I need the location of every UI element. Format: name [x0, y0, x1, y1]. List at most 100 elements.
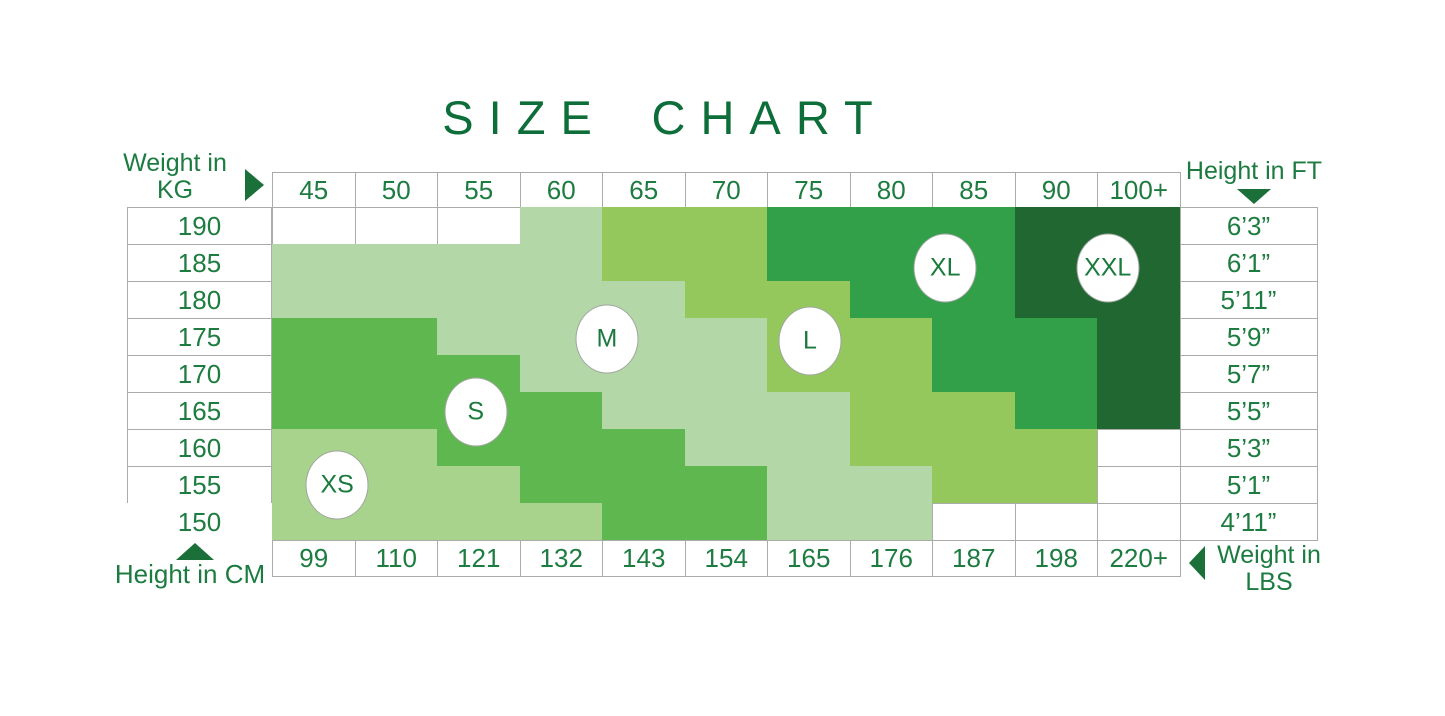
- size-cell: [1097, 503, 1181, 541]
- size-cell: [849, 355, 933, 393]
- size-cell: [602, 207, 686, 245]
- size-cell: [354, 429, 438, 467]
- axis-label-weight-kg: Weight in KG: [113, 150, 237, 204]
- arrow-up-icon: [176, 543, 214, 560]
- size-cell: [437, 503, 521, 541]
- size-cell: [1014, 503, 1098, 541]
- height-ft-cell: 5’11”: [1179, 281, 1318, 319]
- size-cell: [437, 207, 521, 245]
- size-cell: [519, 429, 603, 467]
- height-ft-cell: 5’3”: [1179, 429, 1318, 467]
- size-cell: [767, 429, 851, 467]
- height-cm-cell: 180: [127, 281, 272, 319]
- kg-header-cell: 90: [1014, 172, 1098, 208]
- kg-header-cell: 50: [354, 172, 438, 208]
- axis-label-weight-kg-line2: KG: [156, 176, 194, 204]
- size-marker-m: M: [575, 304, 639, 374]
- size-cell: [684, 207, 768, 245]
- size-cell: [272, 355, 356, 393]
- size-marker-l: L: [778, 306, 842, 376]
- lbs-footer-cell: 220+: [1097, 540, 1181, 577]
- axis-label-weight-lbs-line1: Weight in: [1217, 541, 1321, 569]
- size-cell: [272, 318, 356, 356]
- kg-header-cell: 80: [849, 172, 933, 208]
- size-cell: [1097, 355, 1181, 393]
- size-marker-xl: XL: [913, 233, 977, 303]
- size-cell: [1014, 318, 1098, 356]
- height-ft-cell: 4’11”: [1179, 503, 1318, 541]
- kg-header-cell: 45: [272, 172, 356, 208]
- size-cell: [849, 466, 933, 504]
- size-cell: [272, 392, 356, 430]
- size-cell: [354, 207, 438, 245]
- size-cell: [849, 318, 933, 356]
- size-cell: [602, 466, 686, 504]
- height-ft-cell: 6’1”: [1179, 244, 1318, 282]
- axis-label-weight-lbs: Weight in LBS: [1206, 542, 1332, 596]
- kg-header-cell: 75: [767, 172, 851, 208]
- size-cell: [437, 466, 521, 504]
- size-cell: [684, 466, 768, 504]
- page-title: SIZE CHART: [442, 91, 888, 144]
- size-cell: [849, 207, 933, 245]
- size-cell: [1014, 466, 1098, 504]
- lbs-footer-cell: 176: [849, 540, 933, 577]
- kg-header-cell: 100+: [1097, 172, 1181, 208]
- lbs-footer-cell: 165: [767, 540, 851, 577]
- size-cell: [684, 281, 768, 319]
- size-marker-xxl: XXL: [1076, 233, 1140, 303]
- height-cm-cell: 175: [127, 318, 272, 356]
- size-cell: [1097, 392, 1181, 430]
- size-cell: [932, 429, 1016, 467]
- size-cell: [602, 244, 686, 282]
- height-cm-cell: 150: [127, 503, 272, 541]
- size-cell: [437, 281, 521, 319]
- size-cell: [272, 281, 356, 319]
- lbs-footer-cell: 143: [602, 540, 686, 577]
- size-cell: [272, 207, 356, 245]
- size-cell: [684, 429, 768, 467]
- size-cell: [767, 466, 851, 504]
- size-cell: [849, 392, 933, 430]
- size-cell: [849, 503, 933, 541]
- size-cell: [1014, 392, 1098, 430]
- height-cm-cell: 160: [127, 429, 272, 467]
- size-marker-xs: XS: [305, 450, 369, 519]
- size-cell: [519, 207, 603, 245]
- size-cell: [354, 392, 438, 430]
- lbs-footer-cell: 99: [272, 540, 356, 577]
- size-cell: [437, 244, 521, 282]
- lbs-footer-cell: 110: [354, 540, 438, 577]
- size-cell: [1097, 318, 1181, 356]
- height-ft-cell: 5’1”: [1179, 466, 1318, 504]
- lbs-footer-cell: 187: [932, 540, 1016, 577]
- size-cell: [684, 503, 768, 541]
- size-marker-s: S: [444, 377, 508, 447]
- height-cm-cell: 155: [127, 466, 272, 504]
- size-cell: [767, 207, 851, 245]
- size-cell: [849, 429, 933, 467]
- lbs-footer-cell: 154: [684, 540, 768, 577]
- size-cell: [519, 392, 603, 430]
- size-cell: [1014, 429, 1098, 467]
- kg-header-cell: 65: [602, 172, 686, 208]
- size-cell: [437, 318, 521, 356]
- size-cell: [932, 503, 1016, 541]
- arrow-down-icon: [1237, 189, 1271, 204]
- size-cell: [1097, 466, 1181, 504]
- size-cell: [354, 503, 438, 541]
- height-cm-cell: 190: [127, 207, 272, 245]
- axis-label-height-cm: Height in CM: [114, 559, 266, 589]
- size-cell: [684, 318, 768, 356]
- size-cell: [354, 355, 438, 393]
- size-cell: [519, 503, 603, 541]
- size-cell: [932, 318, 1016, 356]
- height-ft-cell: 5’7”: [1179, 355, 1318, 393]
- size-cell: [602, 429, 686, 467]
- arrow-right-icon: [245, 169, 264, 201]
- size-cell: [1014, 355, 1098, 393]
- size-cell: [767, 392, 851, 430]
- axis-label-weight-kg-line1: Weight in: [123, 149, 227, 177]
- size-cell: [519, 244, 603, 282]
